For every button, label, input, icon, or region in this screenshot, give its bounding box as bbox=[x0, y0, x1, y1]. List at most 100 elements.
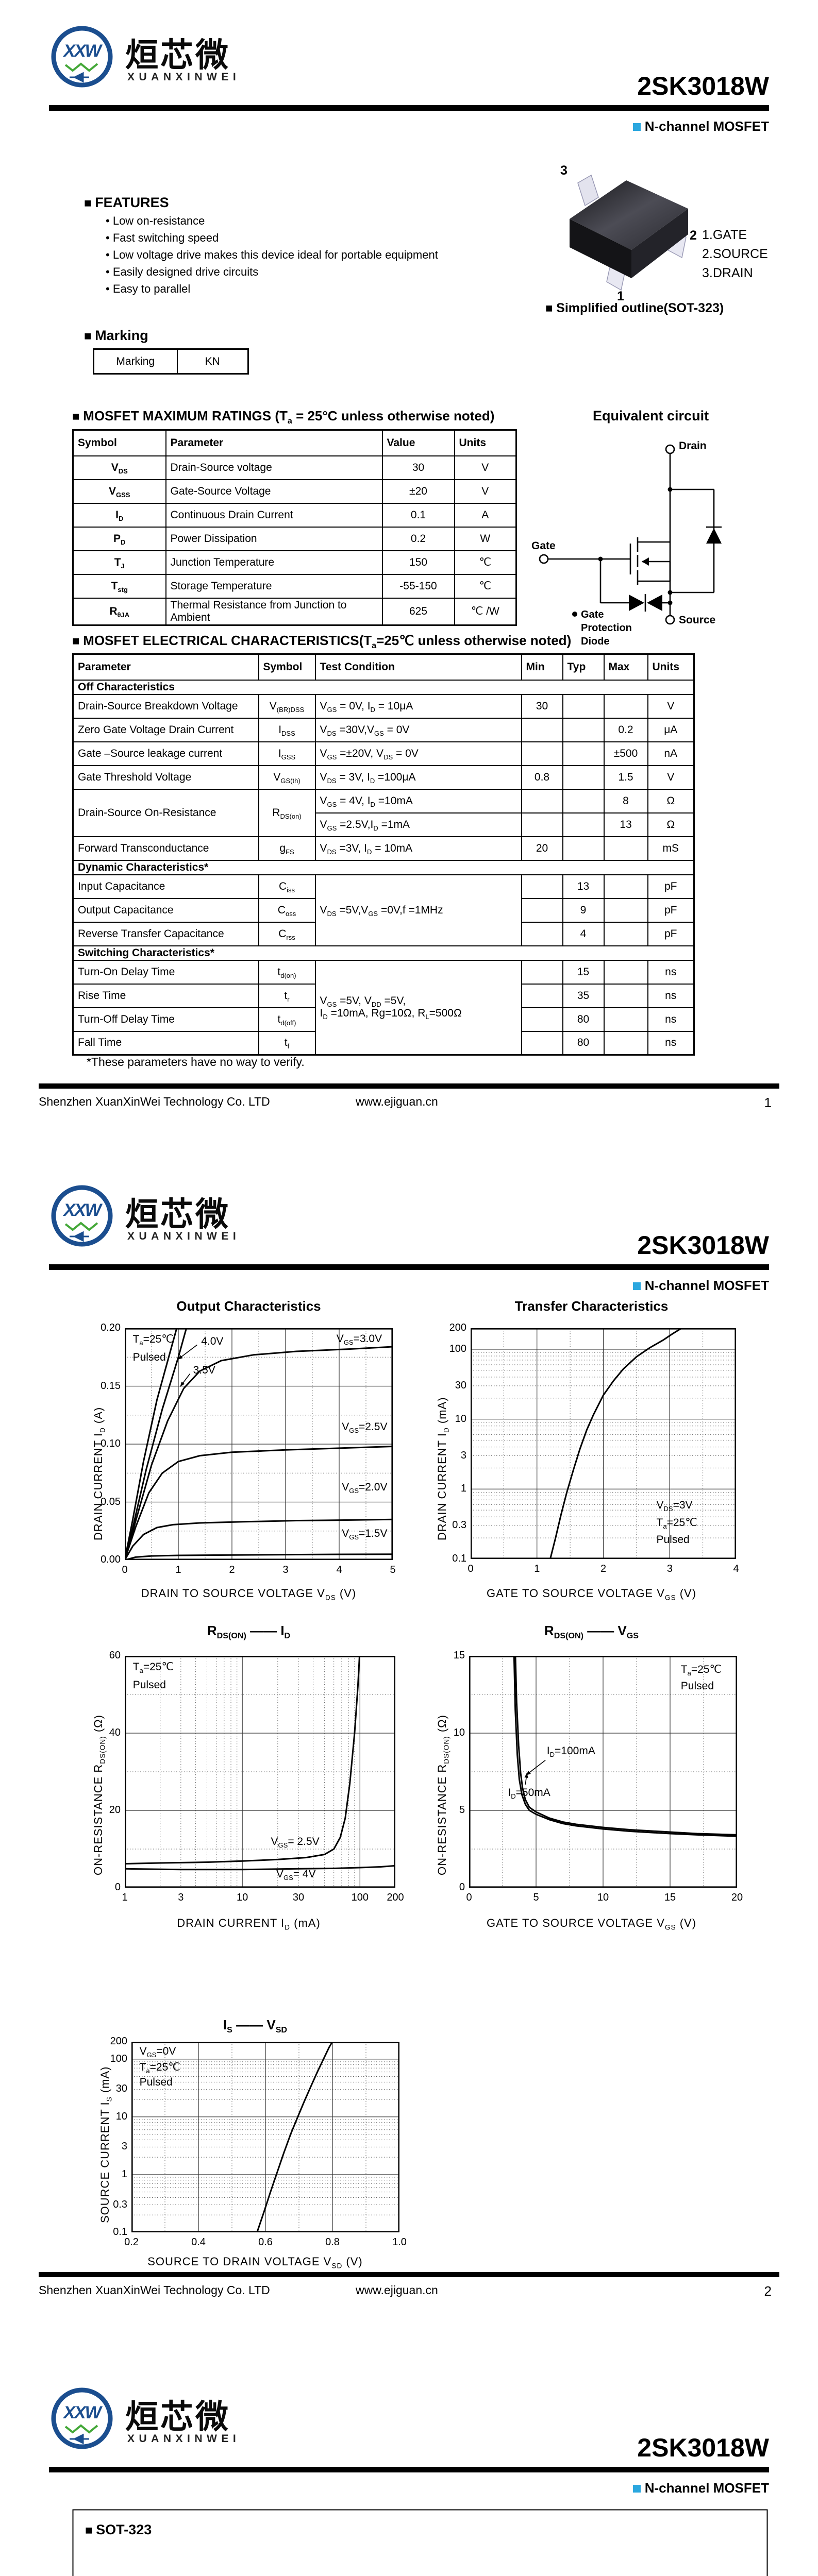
section-row: Dynamic Characteristics* bbox=[72, 859, 695, 875]
sot323-3d-icon bbox=[570, 174, 688, 291]
y-tick: 0.20 bbox=[101, 1322, 121, 1333]
cell: tf bbox=[258, 1030, 316, 1056]
max-ratings-table: Symbol Parameter Value Units VDS Drain-So… bbox=[72, 429, 517, 626]
cell bbox=[521, 959, 563, 985]
logo-chinese: 烜芯微 bbox=[125, 1196, 230, 1233]
pkg-pin1-label: 1 bbox=[617, 289, 624, 303]
section-label: Switching Characteristics* bbox=[72, 945, 695, 961]
cell: VGS = 4V, ID =10mA bbox=[314, 788, 522, 814]
col-max: Max bbox=[603, 653, 648, 681]
cell bbox=[603, 897, 648, 923]
cell: ID bbox=[72, 502, 166, 528]
cell: VGS = 0V, ID = 10μA bbox=[314, 693, 522, 719]
x-tick: 0 bbox=[122, 1564, 128, 1575]
footer-website: www.ejiguan.cn bbox=[356, 2283, 438, 2297]
device-subtitle-text: N-channel MOSFET bbox=[644, 1278, 769, 1293]
logo-english: XUANXINWEI bbox=[127, 2433, 241, 2445]
chart-annotation: VDS=3V bbox=[656, 1499, 693, 1513]
col-value: Value bbox=[381, 429, 455, 456]
logo-text: XXW bbox=[63, 1200, 101, 1220]
list-item: Low on-resistance bbox=[106, 212, 528, 229]
x-tick: 0.2 bbox=[124, 2236, 139, 2248]
y-tick: 3 bbox=[460, 1449, 466, 1461]
plot-area bbox=[124, 1322, 393, 1561]
col-symbol: Symbol bbox=[72, 429, 166, 456]
mosfet-circuit-icon bbox=[539, 444, 722, 625]
y-tick: 40 bbox=[109, 1727, 121, 1738]
cell: PD bbox=[72, 526, 166, 551]
x-tick: 1 bbox=[122, 1892, 128, 1903]
y-tick: 200 bbox=[449, 1322, 466, 1333]
cell: Turn-Off Delay Time bbox=[72, 1007, 259, 1032]
cell: ℃ bbox=[454, 550, 517, 575]
x-tick: 20 bbox=[731, 1892, 743, 1903]
x-tick: 100 bbox=[351, 1892, 369, 1903]
y-tick: 0 bbox=[459, 1882, 465, 1893]
list-item: Low voltage drive makes this device idea… bbox=[106, 246, 528, 263]
device-subtitle: N-channel MOSFET bbox=[632, 2480, 769, 2496]
x-tick: 3 bbox=[178, 1892, 184, 1903]
cell bbox=[521, 897, 563, 923]
logo-text: XXW bbox=[63, 41, 101, 61]
chart-annotation: VGS= 2.5V bbox=[271, 1835, 320, 1849]
cell: W bbox=[454, 526, 517, 551]
chart-annotation: Ta=25℃ bbox=[132, 1333, 174, 1347]
ratings-row: PD Power Dissipation 0.2 W bbox=[72, 526, 517, 551]
chart-annotation: Pulsed bbox=[132, 1351, 166, 1363]
x-tick: 4 bbox=[733, 1563, 739, 1574]
company-logo-icon bbox=[51, 1185, 113, 1247]
cell bbox=[521, 741, 563, 766]
y-tick: 0 bbox=[114, 1882, 121, 1893]
cell: pF bbox=[647, 921, 695, 946]
y-tick: 0.10 bbox=[101, 1438, 121, 1449]
cell: 625 bbox=[381, 597, 455, 625]
cell: V bbox=[454, 455, 517, 480]
sot323-outline-icon bbox=[72, 2509, 768, 2576]
chart-annotation: VGS=2.5V bbox=[342, 1421, 388, 1435]
chart-rdson-vs-vgs: RDS(ON) —— VGS ON-RESISTANCE RDS(ON) (Ω)… bbox=[420, 1623, 763, 1942]
y-tick: 15 bbox=[453, 1650, 465, 1661]
cell: 20 bbox=[521, 836, 563, 861]
x-tick: 3 bbox=[666, 1563, 673, 1574]
page2-header: XXW 烜芯微 XUANXINWEI 2SK3018W N-channel MO… bbox=[0, 1183, 818, 1296]
cell: VGS(th) bbox=[258, 765, 316, 790]
cell: 1.5 bbox=[603, 765, 648, 790]
cell: 150 bbox=[381, 550, 455, 575]
cell: Forward Transconductance bbox=[72, 836, 259, 861]
col-test-condition: Test Condition bbox=[314, 653, 522, 681]
chart-title: IS —— VSD bbox=[223, 2017, 288, 2035]
cell bbox=[603, 1030, 648, 1056]
col-typ: Typ bbox=[562, 653, 605, 681]
cell: Gate Threshold Voltage bbox=[72, 765, 259, 790]
x-tick: 0.8 bbox=[325, 2236, 340, 2248]
table-row: Gate –Source leakage current IGSS VGS =±20… bbox=[72, 741, 695, 766]
chart-title: RDS(ON) —— ID bbox=[207, 1623, 291, 1641]
chart-annotation: Pulsed bbox=[132, 1679, 166, 1691]
x-tick: 10 bbox=[597, 1892, 609, 1903]
y-tick: 0.05 bbox=[101, 1496, 121, 1507]
cell: 80 bbox=[562, 1007, 605, 1032]
cell bbox=[521, 717, 563, 742]
x-tick: 1 bbox=[534, 1563, 540, 1574]
section-sot323: SOT-323 bbox=[85, 2522, 152, 2538]
cell: Turn-On Delay Time bbox=[72, 959, 259, 985]
ratings-row: TJ Junction Temperature 150 ℃ bbox=[72, 550, 517, 575]
cell: Crss bbox=[258, 921, 316, 946]
part-number: 2SK3018W bbox=[637, 2433, 769, 2462]
device-subtitle: N-channel MOSFET bbox=[632, 118, 769, 134]
x-tick: 0.4 bbox=[191, 2236, 206, 2248]
cell: pF bbox=[647, 897, 695, 923]
equiv-protection-label: Gate Protection Diode bbox=[581, 609, 632, 647]
cell bbox=[562, 693, 605, 719]
table-row: Drain-Source On-Resistance RDS(on) VGS = 4… bbox=[72, 788, 695, 837]
cell bbox=[562, 741, 605, 766]
chart-annotation: VGS= 4V bbox=[276, 1868, 316, 1882]
cell bbox=[603, 874, 648, 899]
cell: Tstg bbox=[72, 573, 166, 599]
y-tick: 100 bbox=[110, 2053, 127, 2064]
cell: Ciss bbox=[258, 874, 316, 899]
pin-function-list: 1.GATE 2.SOURCE 3.DRAIN bbox=[702, 226, 768, 283]
equiv-circuit-title: Equivalent circuit bbox=[593, 408, 709, 423]
logo-chinese: 烜芯微 bbox=[125, 2398, 230, 2435]
x-tick: 30 bbox=[292, 1892, 305, 1903]
